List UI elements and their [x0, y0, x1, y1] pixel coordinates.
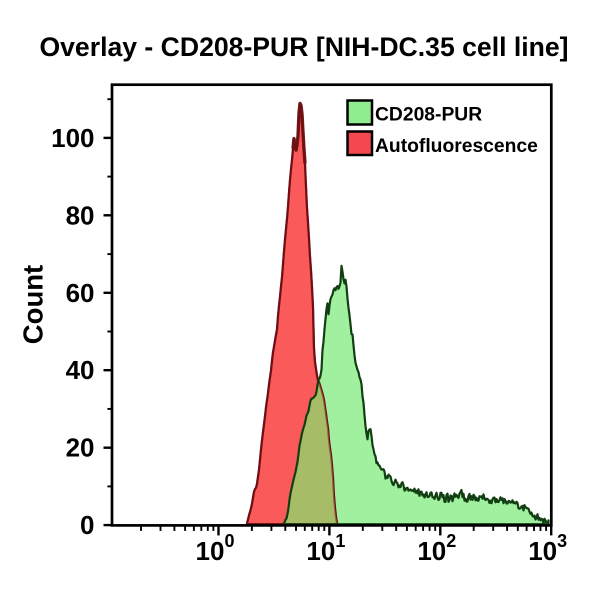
svg-text:40: 40	[66, 355, 95, 385]
svg-text:Count: Count	[18, 265, 49, 344]
svg-text:100: 100	[51, 123, 94, 153]
svg-text:80: 80	[66, 200, 95, 230]
svg-text:Overlay - CD208-PUR [NIH-DC.35: Overlay - CD208-PUR [NIH-DC.35 cell line…	[39, 32, 568, 62]
svg-text:100: 100	[196, 531, 235, 566]
svg-text:CD208-PUR: CD208-PUR	[375, 105, 482, 126]
svg-text:20: 20	[66, 433, 95, 463]
svg-text:60: 60	[66, 278, 95, 308]
svg-text:Autofluorescence: Autofluorescence	[375, 136, 538, 157]
svg-text:0: 0	[80, 510, 94, 540]
